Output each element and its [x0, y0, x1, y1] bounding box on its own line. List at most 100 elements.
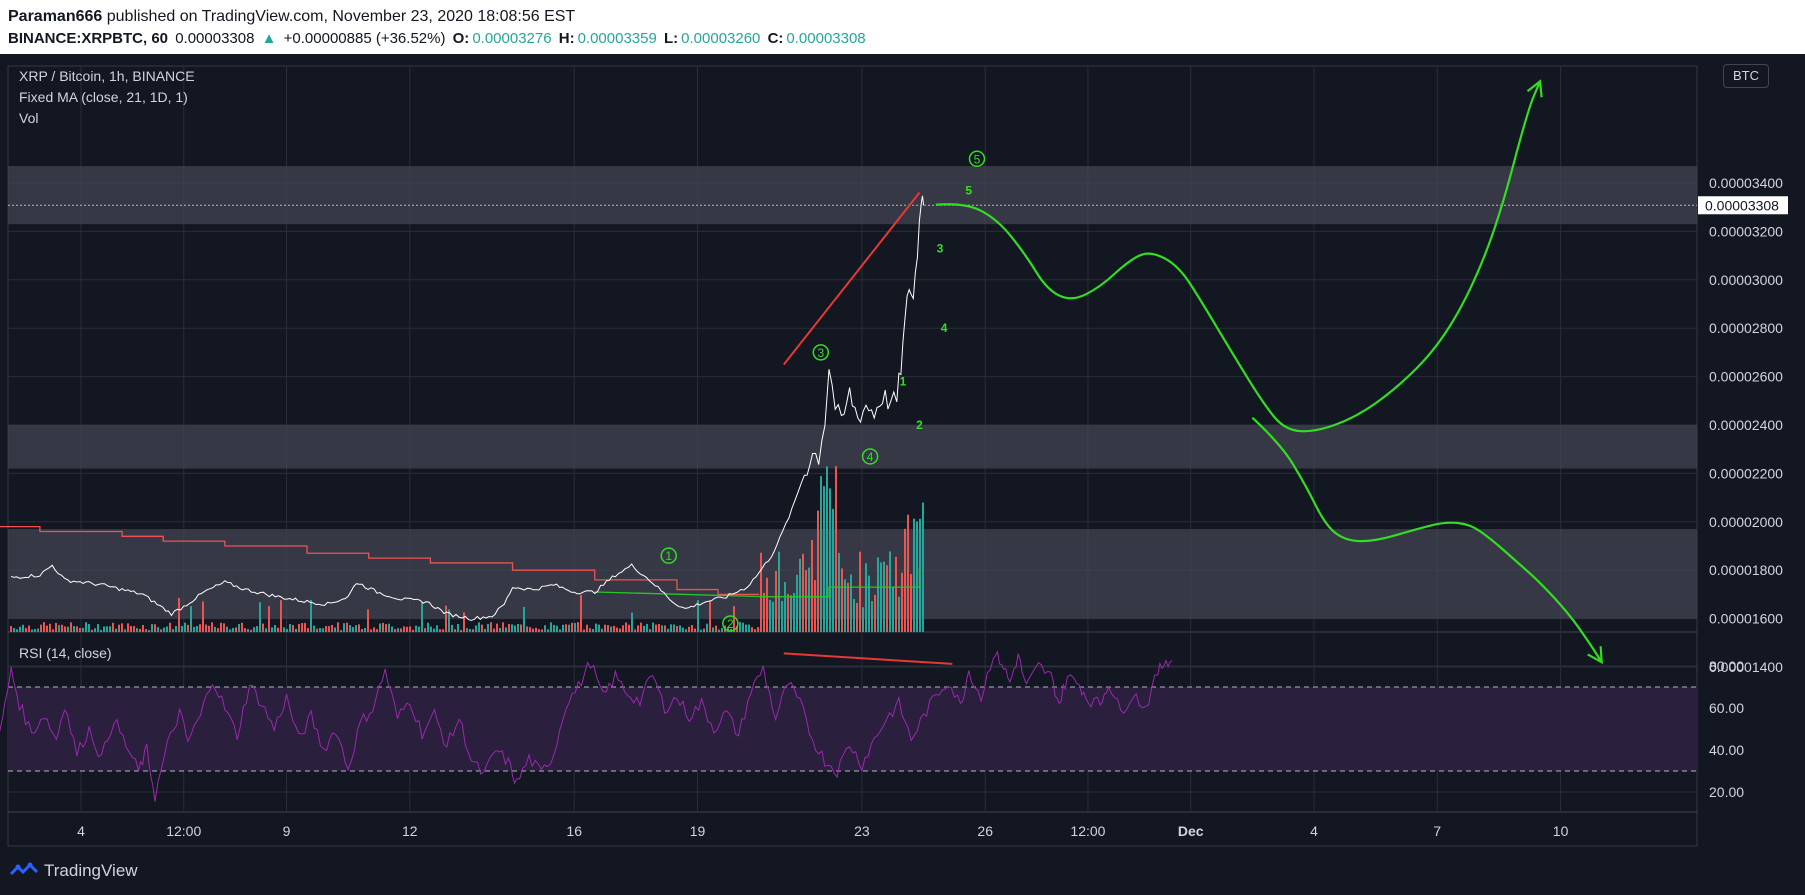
volume-bar	[586, 624, 588, 632]
currency-button[interactable]: BTC	[1723, 64, 1769, 88]
time-tick-label: 4	[77, 823, 85, 839]
volume-bar	[223, 623, 225, 632]
volume-bar	[334, 627, 336, 632]
rsi-tick-label: 40.00	[1709, 742, 1744, 758]
volume-bar	[316, 628, 318, 632]
volume-bar	[895, 556, 897, 632]
volume-bar	[61, 624, 63, 632]
volume-bar	[778, 551, 780, 632]
volume-bar	[202, 601, 204, 632]
volume-bar	[43, 622, 45, 632]
volume-bar	[280, 600, 282, 632]
support-resistance-zone	[8, 425, 1697, 469]
volume-bar	[616, 627, 618, 632]
volume-bar	[37, 628, 39, 632]
footer: TradingView	[0, 851, 1805, 895]
rsi-legend[interactable]: RSI (14, close)	[19, 645, 112, 661]
volume-bar	[544, 625, 546, 632]
volume-bar	[889, 551, 891, 632]
volume-bar	[784, 581, 786, 632]
close-label: C:	[767, 30, 784, 47]
volume-bar	[763, 592, 765, 632]
volume-bar	[664, 625, 666, 632]
volume-bar	[196, 625, 198, 632]
price-tick-label: 0.00003200	[1709, 223, 1783, 239]
volume-bar	[640, 622, 642, 632]
volume-bar	[874, 594, 876, 632]
volume-bar	[652, 622, 654, 632]
volume-bar	[721, 628, 723, 632]
volume-bar	[178, 598, 180, 632]
volume-bar	[199, 624, 201, 632]
volume-bar	[169, 622, 171, 632]
volume-bar	[52, 629, 54, 632]
volume-bar	[850, 574, 852, 632]
price-tick-label: 0.00001800	[1709, 562, 1783, 578]
projection-path	[935, 80, 1542, 433]
volume-bar	[265, 628, 267, 632]
volume-bar	[700, 629, 702, 632]
tradingview-logo-icon	[10, 862, 38, 876]
volume-bar	[589, 628, 591, 632]
volume-bar	[691, 625, 693, 632]
volume-bar	[136, 628, 138, 632]
volume-bar	[817, 510, 819, 632]
legend-title[interactable]: XRP / Bitcoin, 1h, BINANCE	[19, 68, 195, 84]
legend-ma[interactable]: Fixed MA (close, 21, 1D, 1)	[19, 89, 188, 105]
volume-bar	[847, 582, 849, 632]
volume-bar	[793, 592, 795, 632]
volume-bar	[325, 626, 327, 632]
price-tick-label: 0.00001600	[1709, 611, 1783, 627]
volume-bar	[805, 570, 807, 632]
volume-bar	[688, 626, 690, 632]
volume-bar	[211, 622, 213, 632]
volume-bar	[685, 629, 687, 632]
time-tick-label: 4	[1310, 823, 1318, 839]
wave-label-major: 5	[974, 152, 981, 166]
volume-bar	[844, 579, 846, 632]
volume-bar	[97, 624, 99, 632]
time-tick-label: 9	[283, 823, 291, 839]
volume-bar	[358, 624, 360, 632]
volume-bar	[529, 627, 531, 632]
open-label: O:	[452, 30, 470, 47]
volume-bar	[679, 625, 681, 632]
tradingview-brand[interactable]: TradingView	[10, 861, 138, 881]
rsi-divergence-line	[783, 652, 953, 665]
volume-bar	[748, 624, 750, 632]
volume-bar	[49, 623, 51, 632]
volume-bar	[907, 514, 909, 632]
publisher-name[interactable]: Paraman666	[8, 8, 103, 25]
volume-bar	[697, 600, 699, 632]
volume-bar	[118, 624, 120, 632]
volume-bar	[739, 622, 741, 632]
legend-vol[interactable]: Vol	[19, 110, 39, 126]
price-tick-label: 0.00003000	[1709, 272, 1783, 288]
volume-bar	[181, 626, 183, 632]
volume-bar	[673, 624, 675, 632]
volume-bar	[394, 629, 396, 632]
volume-bar	[253, 627, 255, 632]
arrow-up-icon	[1526, 79, 1543, 98]
volume-bar	[85, 622, 87, 632]
volume-bar	[340, 629, 342, 632]
volume-bar	[445, 605, 447, 632]
volume-bar	[499, 628, 501, 632]
volume-bar	[355, 625, 357, 632]
volume-bar	[121, 623, 123, 632]
volume-bar	[313, 625, 315, 632]
volume-bar	[73, 626, 75, 632]
ma-line-red	[0, 525, 760, 596]
volume-bar	[451, 624, 453, 632]
volume-bar	[349, 625, 351, 632]
volume-bar	[454, 629, 456, 632]
volume-bar	[268, 606, 270, 632]
volume-bar	[910, 574, 912, 632]
volume-bar	[283, 627, 285, 632]
volume-bar	[475, 625, 477, 632]
publication-header: Paraman666 published on TradingView.com,…	[0, 0, 1805, 54]
volume-bar	[484, 628, 486, 632]
volume-bar	[295, 628, 297, 632]
volume-bar	[430, 626, 432, 632]
